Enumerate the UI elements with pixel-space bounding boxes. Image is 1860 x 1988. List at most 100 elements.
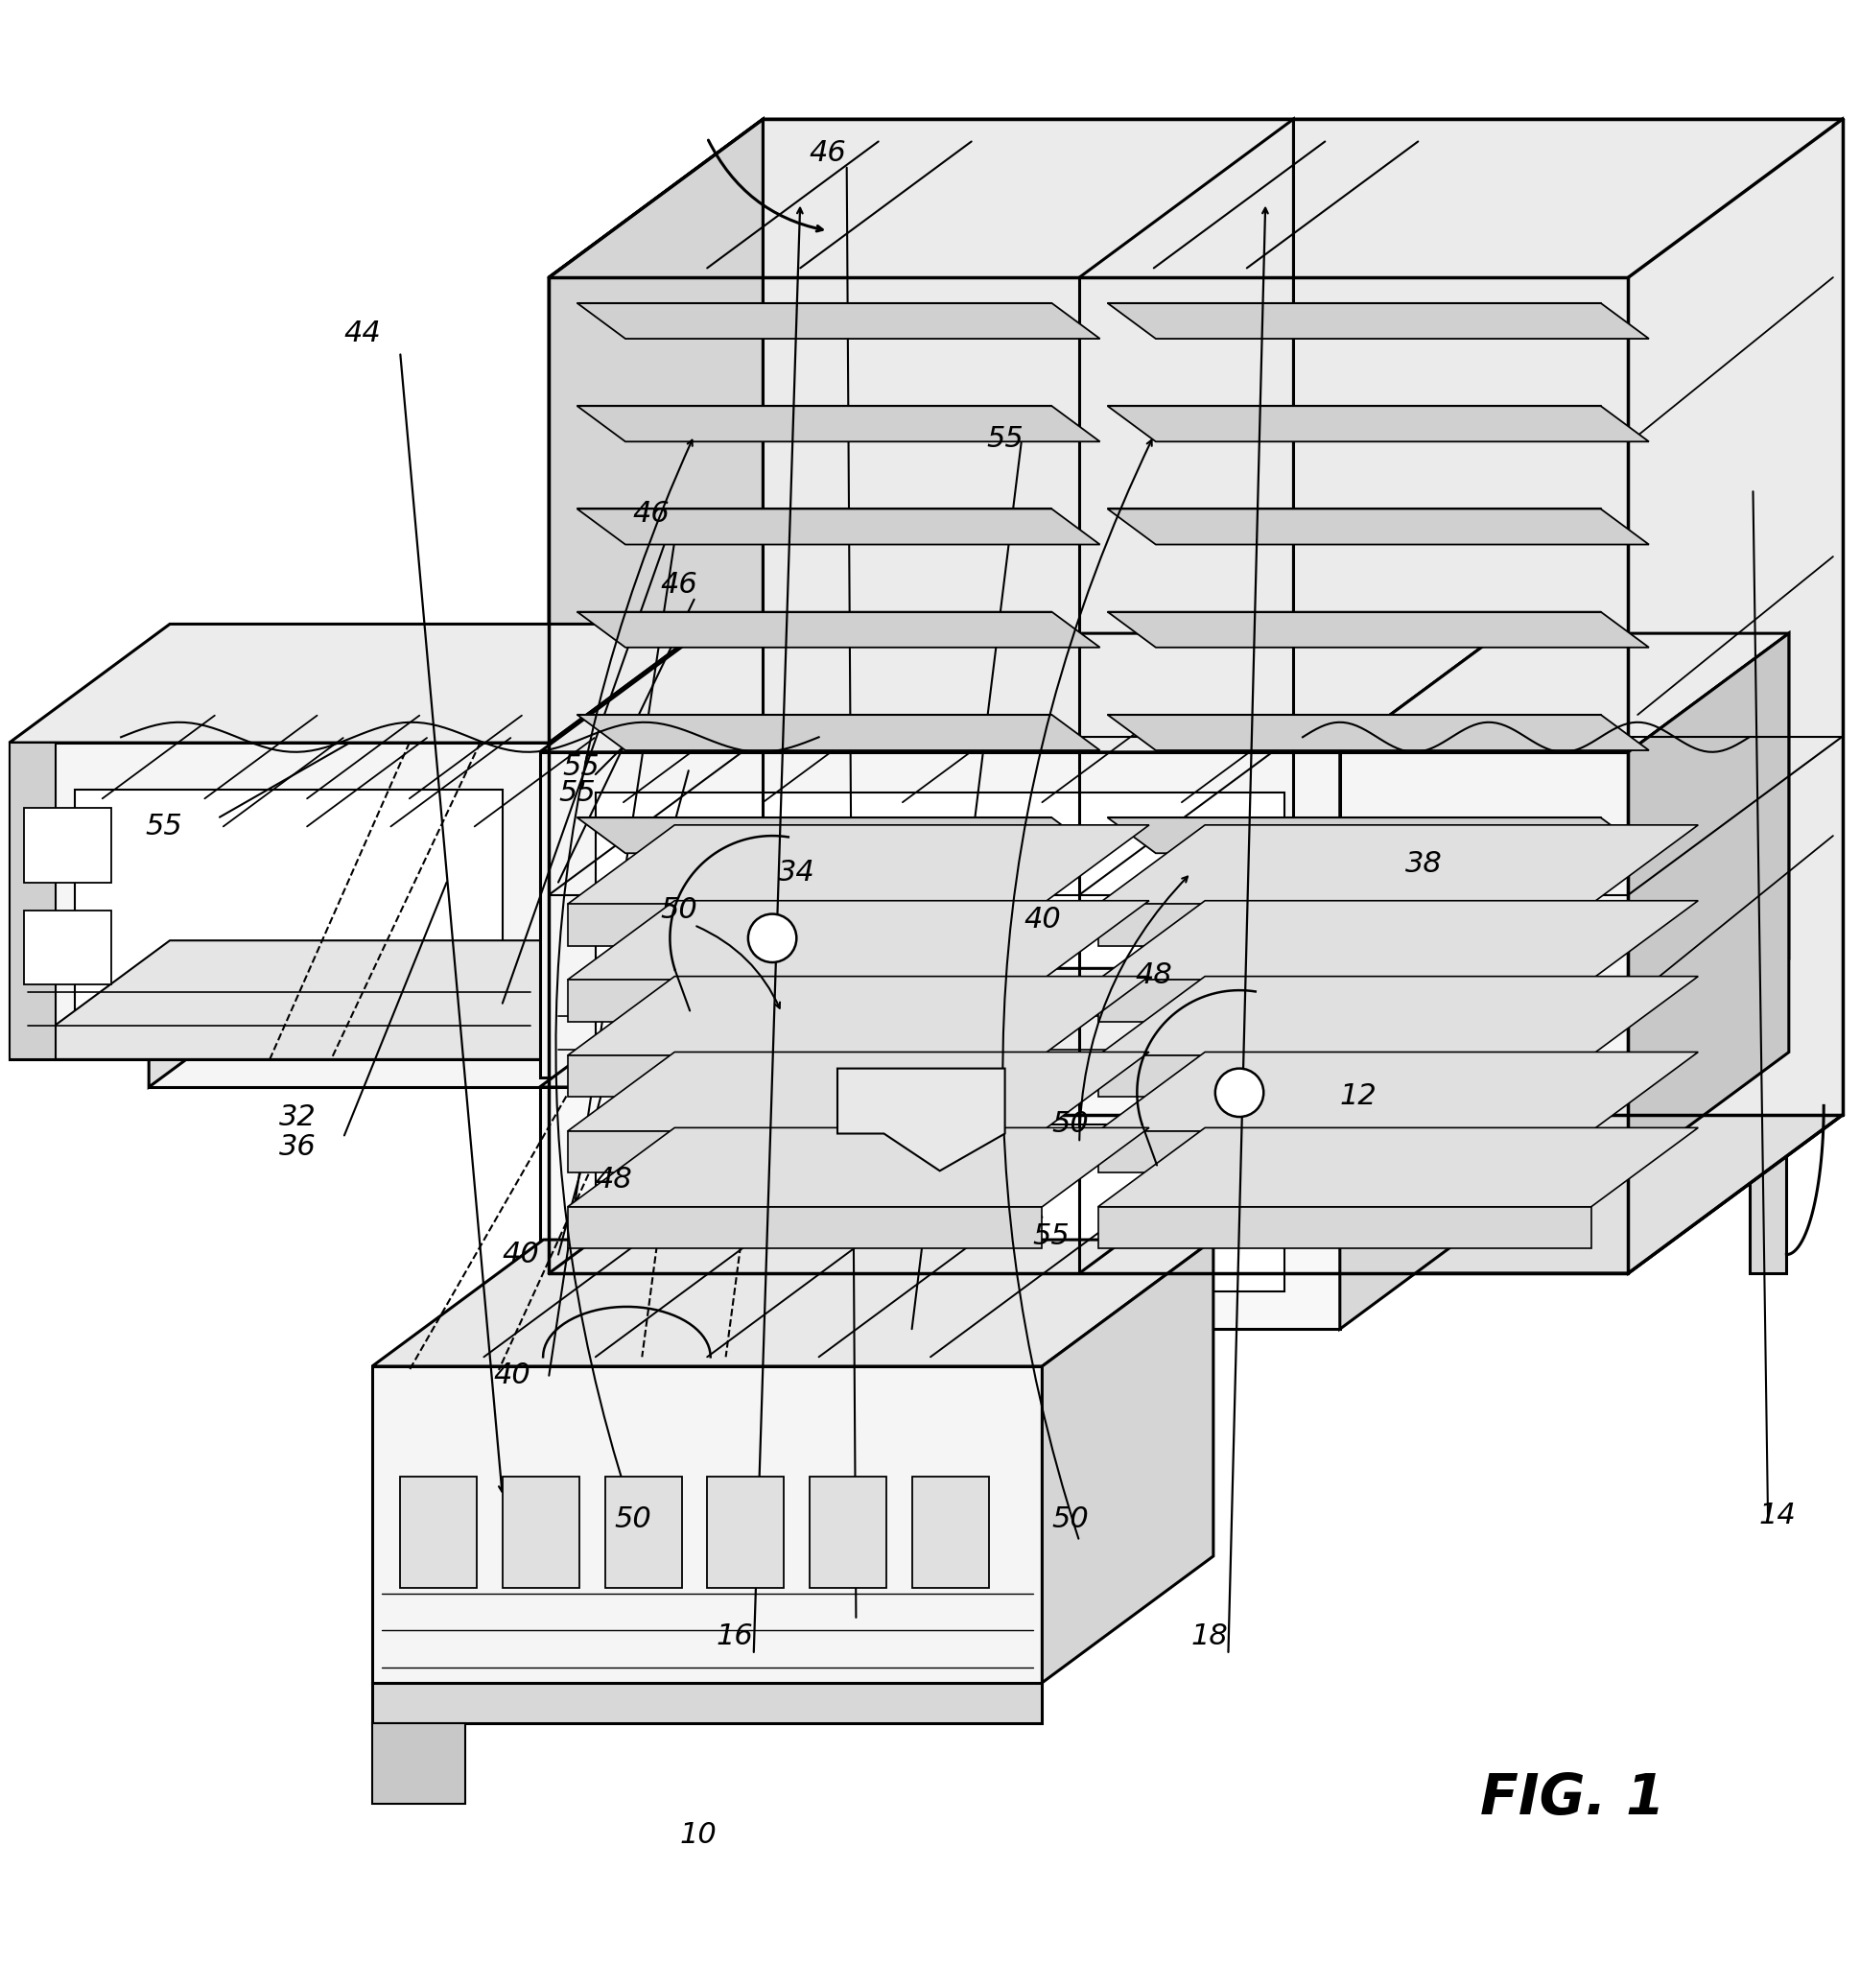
Polygon shape [567,976,1148,1056]
Text: 14: 14 [1758,1501,1795,1529]
Polygon shape [549,278,1079,1272]
Polygon shape [9,940,709,1060]
Text: 16: 16 [716,1622,753,1650]
Polygon shape [1339,634,1499,1077]
Polygon shape [567,980,1042,1022]
Text: 55: 55 [1032,1223,1069,1250]
Polygon shape [24,911,112,984]
Text: 38: 38 [1404,849,1442,877]
Polygon shape [9,744,549,1060]
Polygon shape [567,1207,1042,1248]
Polygon shape [1097,976,1696,1056]
Polygon shape [595,1125,1283,1292]
Polygon shape [1097,825,1696,905]
Polygon shape [1107,716,1648,749]
Polygon shape [549,119,763,1272]
Polygon shape [1079,119,1293,1272]
Polygon shape [567,1127,1148,1207]
Polygon shape [549,119,763,1272]
Text: 40: 40 [502,1241,539,1268]
Polygon shape [9,624,709,744]
Text: 34: 34 [777,859,815,887]
Polygon shape [1748,334,1786,1272]
Polygon shape [400,1477,476,1588]
Polygon shape [567,905,1042,946]
Polygon shape [1339,634,1787,751]
Polygon shape [1628,634,1787,1077]
Text: 10: 10 [679,1821,716,1849]
Polygon shape [149,644,720,771]
Polygon shape [372,1724,465,1803]
Polygon shape [1339,968,1499,1330]
Text: 32: 32 [279,1103,316,1131]
Polygon shape [577,509,1099,545]
Polygon shape [24,807,112,883]
Polygon shape [149,644,320,1087]
Text: 50: 50 [614,1505,651,1533]
Polygon shape [549,624,709,1060]
Polygon shape [74,789,502,1012]
Text: 46: 46 [809,139,846,167]
Text: 40: 40 [1023,907,1060,934]
Polygon shape [1107,509,1648,545]
Text: 48: 48 [1135,962,1172,990]
Text: 50: 50 [660,897,698,924]
Polygon shape [1107,817,1648,853]
Polygon shape [1097,1207,1590,1248]
Text: 40: 40 [493,1362,530,1390]
Polygon shape [549,1115,1841,1272]
Polygon shape [577,406,1099,441]
Polygon shape [1293,119,1841,1115]
Polygon shape [1097,1127,1696,1207]
Circle shape [1215,1068,1263,1117]
Polygon shape [372,1682,1042,1724]
Polygon shape [567,825,1148,905]
Text: 55: 55 [986,425,1023,453]
Polygon shape [577,716,1099,749]
Polygon shape [372,1366,1042,1682]
Polygon shape [149,771,549,1087]
Polygon shape [1107,612,1648,648]
Text: 55: 55 [558,779,595,807]
Polygon shape [911,1477,988,1588]
Polygon shape [809,1477,885,1588]
Polygon shape [567,1056,1042,1097]
Text: 46: 46 [632,499,670,527]
Polygon shape [577,612,1099,648]
Polygon shape [1097,980,1590,1022]
Text: 46: 46 [660,571,698,598]
Polygon shape [1107,406,1648,441]
Text: FIG. 1: FIG. 1 [1479,1771,1665,1825]
Polygon shape [1628,634,1787,1171]
Polygon shape [577,817,1099,853]
Text: 55: 55 [562,753,599,781]
Polygon shape [1107,302,1648,338]
Text: 55: 55 [145,813,182,841]
Circle shape [748,914,796,962]
Polygon shape [1042,1241,1213,1682]
Text: 18: 18 [1190,1622,1228,1650]
Polygon shape [837,1068,1004,1171]
Polygon shape [567,1131,1042,1173]
Polygon shape [1097,901,1696,980]
Text: 12: 12 [1339,1081,1376,1109]
Polygon shape [1097,1131,1590,1173]
Polygon shape [205,817,512,1040]
Polygon shape [502,1477,578,1588]
Polygon shape [1339,751,1628,1077]
Polygon shape [1628,119,1841,1272]
Text: 50: 50 [1051,1505,1088,1533]
Polygon shape [539,751,1339,1077]
Polygon shape [567,1052,1148,1131]
Polygon shape [1079,278,1628,1272]
Polygon shape [763,119,1293,1115]
Polygon shape [372,1241,1213,1366]
Polygon shape [539,634,1499,751]
Text: 50: 50 [1051,1111,1088,1139]
Polygon shape [577,302,1099,338]
Text: 44: 44 [344,320,381,348]
Polygon shape [595,793,1283,1038]
Text: 36: 36 [279,1133,316,1161]
Polygon shape [1097,1056,1590,1097]
Polygon shape [707,1477,783,1588]
